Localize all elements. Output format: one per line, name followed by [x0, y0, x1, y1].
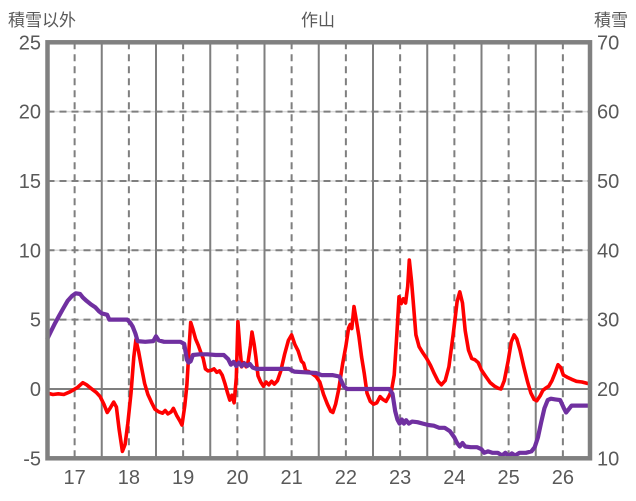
chart-title: 作山 [301, 11, 335, 30]
right-axis-tick-label: 10 [597, 448, 619, 470]
x-axis-tick-label: 22 [335, 467, 357, 489]
right-axis-tick-label: 40 [597, 240, 619, 262]
left-axis-tick-label: 0 [30, 379, 41, 401]
left-axis-tick-label: 15 [19, 171, 41, 193]
x-axis-tick-label: 17 [64, 467, 86, 489]
right-axis-tick-label: 20 [597, 379, 619, 401]
right-axis-tick-label: 50 [597, 171, 619, 193]
x-axis-tick-label: 18 [118, 467, 140, 489]
left-axis-tick-label: 20 [19, 102, 41, 124]
left-axis-tick-label: 5 [30, 310, 41, 332]
left-axis-title: 積雪以外 [8, 11, 76, 30]
left-axis-tick-label: 10 [19, 240, 41, 262]
x-axis-tick-label: 25 [498, 467, 520, 489]
plot-border [45, 40, 593, 461]
right-axis-tick-label: 30 [597, 310, 619, 332]
x-axis-tick-label: 26 [552, 467, 574, 489]
left-axis-tick-label: 25 [19, 32, 41, 54]
right-axis-title: 積雪 [594, 11, 628, 30]
left-axis-tick-label: -5 [23, 448, 41, 470]
x-axis-tick-label: 21 [281, 467, 303, 489]
right-axis-tick-label: 60 [597, 102, 619, 124]
right-axis-tick-label: 70 [597, 32, 619, 54]
x-axis-tick-label: 23 [389, 467, 411, 489]
x-axis-tick-label: 24 [443, 467, 465, 489]
x-axis-tick-label: 19 [172, 467, 194, 489]
x-axis-tick-label: 20 [226, 467, 248, 489]
